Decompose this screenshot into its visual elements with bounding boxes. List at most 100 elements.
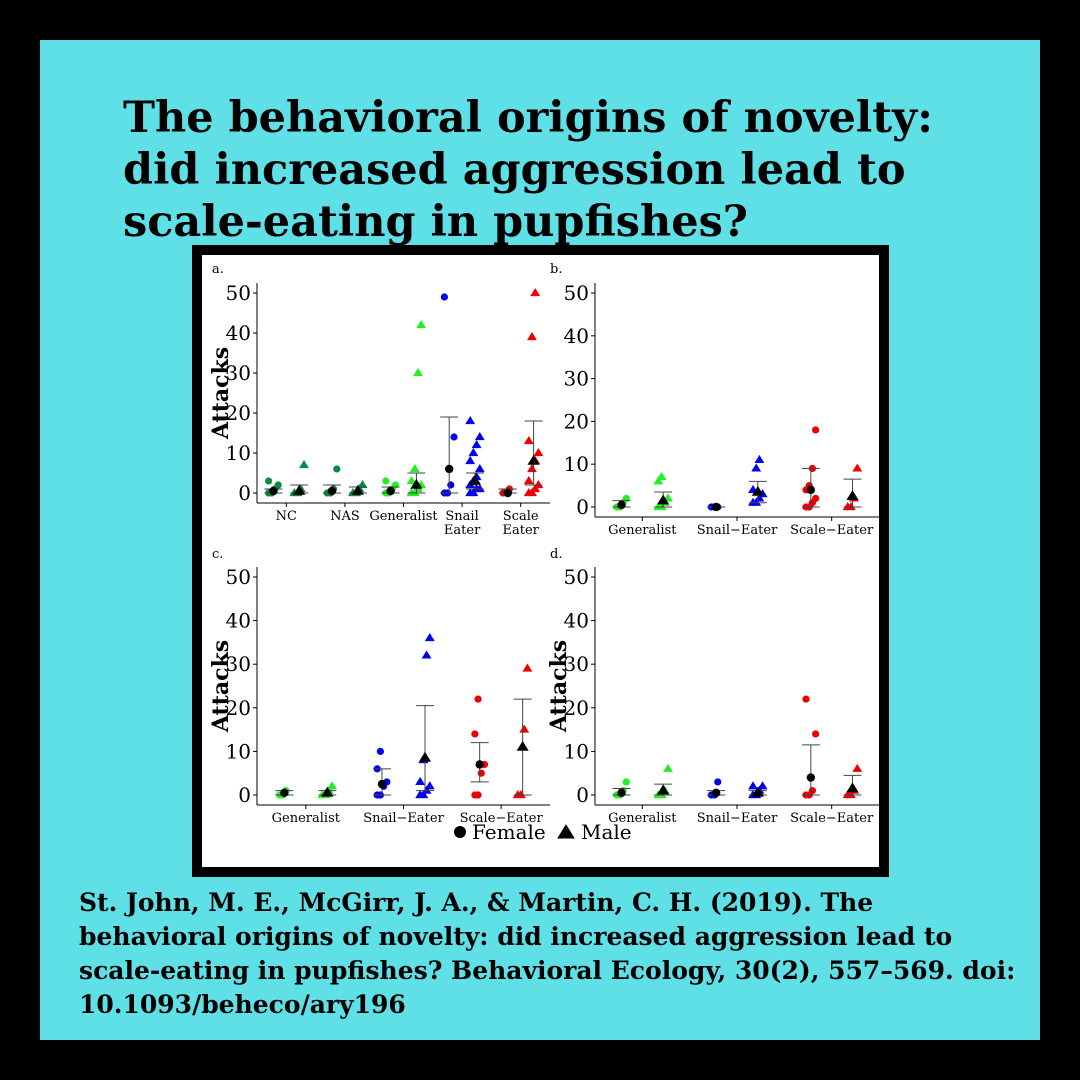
male-mean-point [293,484,306,495]
female-data-point [474,695,482,703]
male-data-point [852,463,863,472]
y-tick-label: 30 [226,361,251,385]
male-data-point [474,431,485,441]
male-data-point [424,633,435,642]
male-mean-point [351,484,364,495]
female-mean-point [475,760,484,769]
male-data-point [413,367,423,377]
male-data-point [471,439,482,449]
male-data-point [424,781,435,790]
female-mean-point [711,502,721,512]
female-data-point [274,481,282,489]
male-data-point [523,435,534,445]
female-data-point [802,695,810,703]
x-tick-label: Generalist [369,509,438,524]
poster-title: The behavioral origins of novelty: did i… [123,93,933,247]
panel-label: a. [212,262,224,277]
male-data-point [406,475,417,485]
y-tick-label: 0 [576,495,589,519]
male-data-point [527,331,537,341]
y-tick-label: 20 [226,696,251,720]
male-mean-point [657,784,670,795]
male-data-point [754,454,765,463]
figure-svg: a. 0 10 20 30 40 50 Attacks NC NAS Generalist Snail… [208,262,879,844]
female-data-point [440,293,449,301]
citation: St. John, M. E., McGirr, J. A., & Martin… [79,888,1016,1019]
female-mean-point [386,486,395,496]
y-tick-label: 50 [226,565,251,589]
male-data-point [656,472,667,481]
male-data-point [757,781,768,790]
x-tick-label: Generalist [608,811,677,826]
female-data-point [474,791,482,799]
male-data-point [523,475,534,485]
y-axis-title: Attacks [546,640,572,733]
panel-label: c. [212,547,223,562]
male-data-point [415,776,426,785]
panel-label: b. [550,262,562,277]
y-tick-label: 40 [226,609,251,633]
x-tick-label: Eater [444,523,481,538]
male-data-point [845,789,856,799]
male-data-point [416,319,427,329]
x-tick-label: Scale−Eater [790,523,874,538]
female-data-point [265,477,273,485]
x-tick-label: Generalist [272,811,341,826]
female-mean-point [806,485,816,495]
female-data-point [808,787,817,795]
female-mean-point [617,788,626,798]
y-tick-label: 10 [564,739,589,763]
male-mean-point [321,786,334,797]
male-data-point [327,781,338,790]
female-data-point [376,747,385,755]
male-data-point [751,463,762,472]
female-mean-point [269,486,278,496]
legend-male-label: Male [581,820,632,844]
panel-label: d. [550,547,562,562]
female-data-point [382,477,390,485]
female-data-point [450,433,458,441]
y-tick-label: 10 [564,452,589,476]
x-tick-label: Scale−Eater [790,811,874,826]
male-data-point [465,415,476,425]
male-data-point [474,483,485,493]
male-data-point [663,763,673,772]
x-tick-label: Eater [503,523,540,538]
male-mean-point [468,474,482,485]
male-mean-point [527,454,540,465]
male-mean-point [846,782,859,793]
male-data-point [522,663,533,672]
y-tick-label: 30 [226,652,251,676]
female-data-point [622,778,630,786]
male-data-point [656,501,667,511]
y-tick-label: 50 [564,565,589,589]
female-data-point [477,769,485,777]
figure-panel: a. 0 10 20 30 40 50 Attacks NC NAS Generalist Snail… [202,255,879,867]
y-tick-label: 40 [564,609,589,633]
y-tick-label: 50 [226,281,251,305]
female-mean-point [617,500,626,510]
female-mean-point [445,464,454,474]
y-tick-label: 0 [576,783,589,807]
male-data-point [530,287,541,297]
female-data-point [812,494,820,503]
female-mean-point [503,488,513,498]
male-data-point [653,476,664,485]
x-tick-label: Generalist [608,523,677,538]
male-data-point [409,463,420,473]
male-data-point [754,493,765,502]
male-data-point [852,763,863,772]
female-mean-point [377,779,387,789]
male-mean-point [410,478,423,489]
male-mean-point [516,740,529,751]
female-mean-point [806,773,816,782]
x-tick-label: Snail [445,509,478,524]
male-data-point [421,785,432,794]
female-mean-point [280,788,289,798]
male-data-point [748,781,758,790]
male-data-point [533,447,544,457]
y-tick-label: 30 [564,367,589,391]
male-data-point [299,459,309,469]
x-tick-label: Snail−Eater [697,811,778,826]
male-data-point [533,479,544,489]
